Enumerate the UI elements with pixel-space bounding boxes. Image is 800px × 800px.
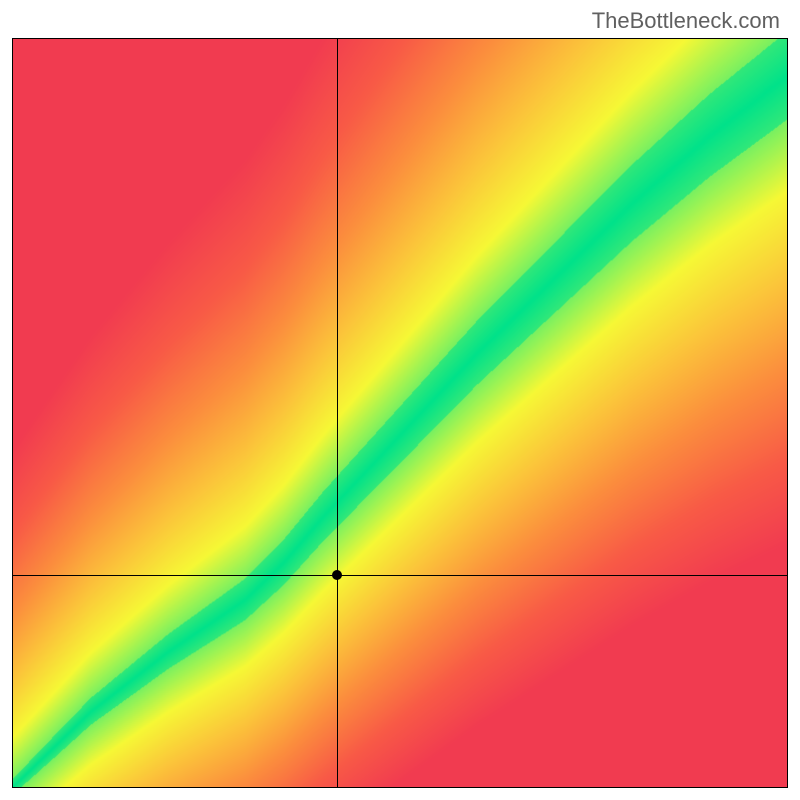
crosshair-vertical bbox=[337, 39, 338, 787]
crosshair-horizontal bbox=[13, 575, 787, 576]
bottleneck-heatmap bbox=[12, 38, 788, 788]
watermark-text: TheBottleneck.com bbox=[592, 8, 780, 34]
crosshair-marker bbox=[332, 570, 342, 580]
heatmap-canvas bbox=[13, 39, 787, 787]
